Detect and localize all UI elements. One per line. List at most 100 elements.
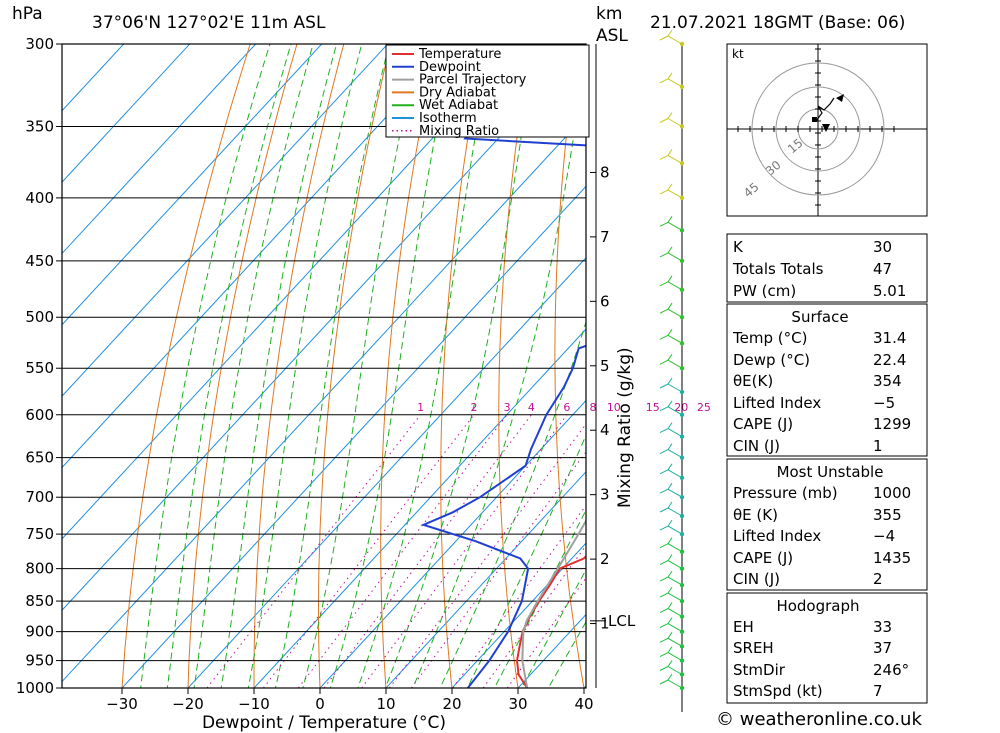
wind-level-marker	[679, 582, 685, 588]
wet-adiabat-line	[247, 44, 363, 688]
surface-cin-value: 1	[873, 437, 883, 455]
mixing-ratio-tick-label: 2	[471, 401, 478, 414]
wind-barb	[659, 673, 683, 689]
temperature-tick-label: −10	[238, 695, 270, 713]
temperature-tick-label: 30	[508, 695, 527, 713]
wind-barb	[659, 183, 683, 199]
hodograph-unit: kt	[732, 47, 744, 61]
wind-barb	[659, 72, 683, 88]
isotherm-line	[62, 44, 389, 397]
sreh-label: SREH	[733, 639, 774, 657]
mixing-ratio-tick-label: 1	[417, 401, 424, 414]
wind-barb	[659, 400, 683, 416]
pressure-tick-label: 600	[25, 406, 54, 424]
mixing-ratio-tick-label: 6	[563, 401, 570, 414]
mixing-ratio-axis-title: Mixing Ratio (g/kg)	[615, 347, 635, 508]
legend-label: Dewpoint	[419, 60, 481, 75]
pressure-tick-label: 750	[25, 525, 54, 543]
wet-adiabat-line	[520, 568, 586, 688]
mu-cin-label: CIN (J)	[733, 570, 780, 588]
wet-adiabat-line	[220, 44, 338, 688]
height-unit-label-asl: ASL	[596, 26, 628, 46]
mixing-ratio-tick-label: 8	[590, 401, 597, 414]
tt-label: Totals Totals	[732, 260, 824, 278]
wind-level-marker	[679, 84, 685, 90]
surface-li-label: Lifted Index	[733, 394, 821, 412]
wind-barb	[659, 377, 683, 393]
tt-value: 47	[873, 260, 892, 278]
legend-box	[385, 44, 590, 138]
credit-link[interactable]: © weatheronline.co.uk	[716, 709, 922, 730]
temperature-tick-label: 40	[574, 695, 593, 713]
mixing-ratio-line	[506, 577, 586, 688]
surface-temp-value: 31.4	[873, 329, 906, 347]
hodograph-title: Hodograph	[776, 597, 859, 615]
dry-adiabat-line	[253, 44, 345, 688]
pressure-tick-label: 400	[25, 189, 54, 207]
surface-table: Surface Temp (°C) 31.4 Dewp (°C) 22.4 θE…	[726, 303, 928, 457]
mixing-ratio-tick-label: 10	[607, 401, 621, 414]
wind-barb	[659, 302, 683, 318]
temperature-tick-label: 0	[315, 695, 325, 713]
mixing-ratio-line	[206, 414, 421, 688]
dewpoint-line	[420, 44, 586, 688]
pressure-tick-label: 550	[25, 359, 54, 377]
pressure-tick-label: 1000	[16, 679, 54, 697]
surface-cape-label: CAPE (J)	[733, 415, 793, 433]
sreh-value: 37	[873, 639, 892, 657]
mixing-ratio-line	[388, 423, 586, 688]
hodograph-ring	[775, 86, 861, 172]
surface-dewp-label: Dewp (°C)	[733, 351, 810, 369]
height-tick-label: 1	[600, 615, 610, 633]
legend-label: Parcel Trajectory	[419, 73, 527, 88]
dry-adiabat-line	[993, 0, 1000, 714]
mu-pressure-label: Pressure (mb)	[733, 484, 838, 502]
wind-barb	[659, 353, 683, 369]
height-tick-label: 3	[600, 486, 610, 504]
mu-pressure-value: 1000	[873, 484, 911, 502]
surface-title: Surface	[791, 308, 848, 326]
wind-barb	[659, 501, 683, 517]
isotherm-line	[62, 44, 257, 255]
height-tick-label: 8	[600, 163, 610, 181]
stmdir-label: StmDir	[733, 661, 786, 679]
legend-label: Isotherm	[419, 111, 477, 126]
hodograph: kt 15 30 45	[726, 43, 928, 217]
legend-label: Wet Adiabat	[419, 98, 498, 113]
mixing-ratio-tick-label: 25	[697, 401, 711, 414]
legend-label: Mixing Ratio	[419, 124, 499, 139]
wind-barb	[659, 586, 683, 602]
height-axis: 1 2 3 4 5 6 7 8 LCL	[590, 44, 636, 688]
wind-barb	[659, 554, 683, 570]
dry-adiabat-line	[949, 0, 1000, 714]
wind-level-marker	[679, 531, 685, 537]
isotherm-line	[253, 328, 586, 688]
pressure-tick-label: 900	[25, 623, 54, 641]
height-tick-label: 4	[600, 421, 610, 439]
location-label: 37°06'N 127°02'E 11m ASL	[92, 13, 326, 33]
isotherm-line	[62, 114, 586, 683]
wind-barb	[659, 570, 683, 586]
wind-level-marker	[679, 495, 685, 500]
pressure-tick-label: 950	[25, 652, 54, 670]
temperature-tick-label: 10	[376, 695, 395, 713]
mixing-ratio-tick-label: 4	[528, 401, 535, 414]
hodograph-ring	[751, 62, 885, 196]
legend-label: Temperature	[418, 47, 501, 62]
hodograph-table: Hodograph EH 33 SREH 37 StmDir 246° StmS…	[726, 592, 928, 704]
temperature-line	[515, 555, 586, 688]
mixing-ratio-tick-label: 15	[646, 401, 660, 414]
wind-barb	[659, 602, 683, 618]
wind-barb	[659, 617, 683, 633]
height-unit-label: km	[596, 4, 622, 24]
k-label: K	[733, 238, 744, 256]
isotherm-line	[385, 471, 586, 688]
surface-li-value: −5	[873, 394, 895, 412]
hodograph-marker	[836, 94, 844, 102]
dry-adiabat-line	[121, 44, 251, 688]
height-tick-label: 2	[600, 550, 610, 568]
most-unstable-table: Most Unstable Pressure (mb) 1000 θE (K) …	[726, 458, 928, 591]
temperature-tick-label: 20	[442, 695, 461, 713]
mu-li-label: Lifted Index	[733, 527, 821, 545]
k-value: 30	[873, 238, 892, 256]
